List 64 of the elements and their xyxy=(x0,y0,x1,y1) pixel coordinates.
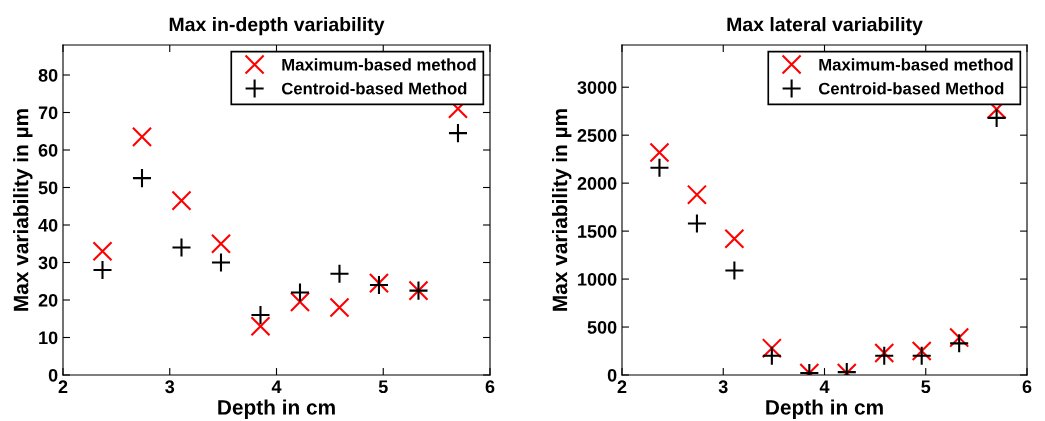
legend-label: Centroid-based Method xyxy=(281,82,467,95)
point xyxy=(289,282,311,303)
point xyxy=(761,338,782,359)
y-axis-title: Max variability in µm xyxy=(13,109,33,311)
legend-label: Centroid-based Method xyxy=(818,82,1004,95)
x-tick-label: 4 xyxy=(271,380,282,393)
chart-title: Max in-depth variability xyxy=(169,17,385,36)
y-tick-label: 20 xyxy=(38,293,58,307)
x-tick-label: 3 xyxy=(165,380,175,394)
y-tick-label: 0 xyxy=(48,368,58,382)
point xyxy=(92,259,113,281)
y-tick-label: 3000 xyxy=(577,81,617,94)
point xyxy=(171,190,192,211)
x-tick-label: 2 xyxy=(58,380,68,393)
point xyxy=(447,123,469,144)
point xyxy=(250,316,271,337)
x-tick-label: 5 xyxy=(921,380,931,394)
point xyxy=(649,157,670,178)
x-tick-label: 4 xyxy=(819,380,830,393)
y-tick-label: 2000 xyxy=(577,177,617,190)
point xyxy=(724,260,745,281)
y-tick-label: 50 xyxy=(38,181,58,195)
y-tick-label: 30 xyxy=(38,256,58,270)
point xyxy=(329,297,350,318)
x-axis-title: Depth in cm xyxy=(218,399,335,419)
point xyxy=(210,233,232,254)
y-tick-label: 0 xyxy=(607,368,617,382)
point xyxy=(761,345,782,366)
point xyxy=(911,340,932,362)
point xyxy=(986,107,1007,128)
y-tick-label: 60 xyxy=(38,143,58,157)
chart-title: Max lateral variability xyxy=(727,17,923,36)
point xyxy=(131,126,153,147)
y-tick-label: 10 xyxy=(39,331,58,345)
x-tick-label: 3 xyxy=(718,380,728,394)
point xyxy=(724,228,745,249)
y-tick-label: 2500 xyxy=(577,129,617,142)
y-tick-label: 1500 xyxy=(578,225,617,238)
x-tick-label: 5 xyxy=(378,380,388,394)
point xyxy=(686,184,707,205)
point xyxy=(949,327,970,348)
point xyxy=(949,333,970,354)
point xyxy=(289,291,311,312)
point xyxy=(649,142,670,163)
x-tick-label: 2 xyxy=(617,380,627,393)
x-axis-title: Depth in cm xyxy=(766,399,883,419)
x-tick-label: 6 xyxy=(485,380,495,394)
x-tick-label: 6 xyxy=(1022,380,1032,394)
point xyxy=(911,345,932,366)
y-tick-label: 500 xyxy=(587,320,617,334)
legend-label: Maximum-based method xyxy=(819,58,1013,71)
point xyxy=(171,237,192,258)
y-tick-label: 1000 xyxy=(578,273,617,286)
y-axis-title: Max variability in µm xyxy=(551,109,572,311)
legend-label: Maximum-based method xyxy=(282,58,476,71)
y-tick-label: 80 xyxy=(38,68,58,82)
y-tick-label: 70 xyxy=(38,106,58,120)
point xyxy=(92,241,113,262)
point xyxy=(250,304,271,326)
point xyxy=(131,168,153,189)
point xyxy=(686,213,707,234)
point xyxy=(210,252,232,273)
point xyxy=(329,263,350,284)
y-tick-label: 40 xyxy=(38,218,58,232)
